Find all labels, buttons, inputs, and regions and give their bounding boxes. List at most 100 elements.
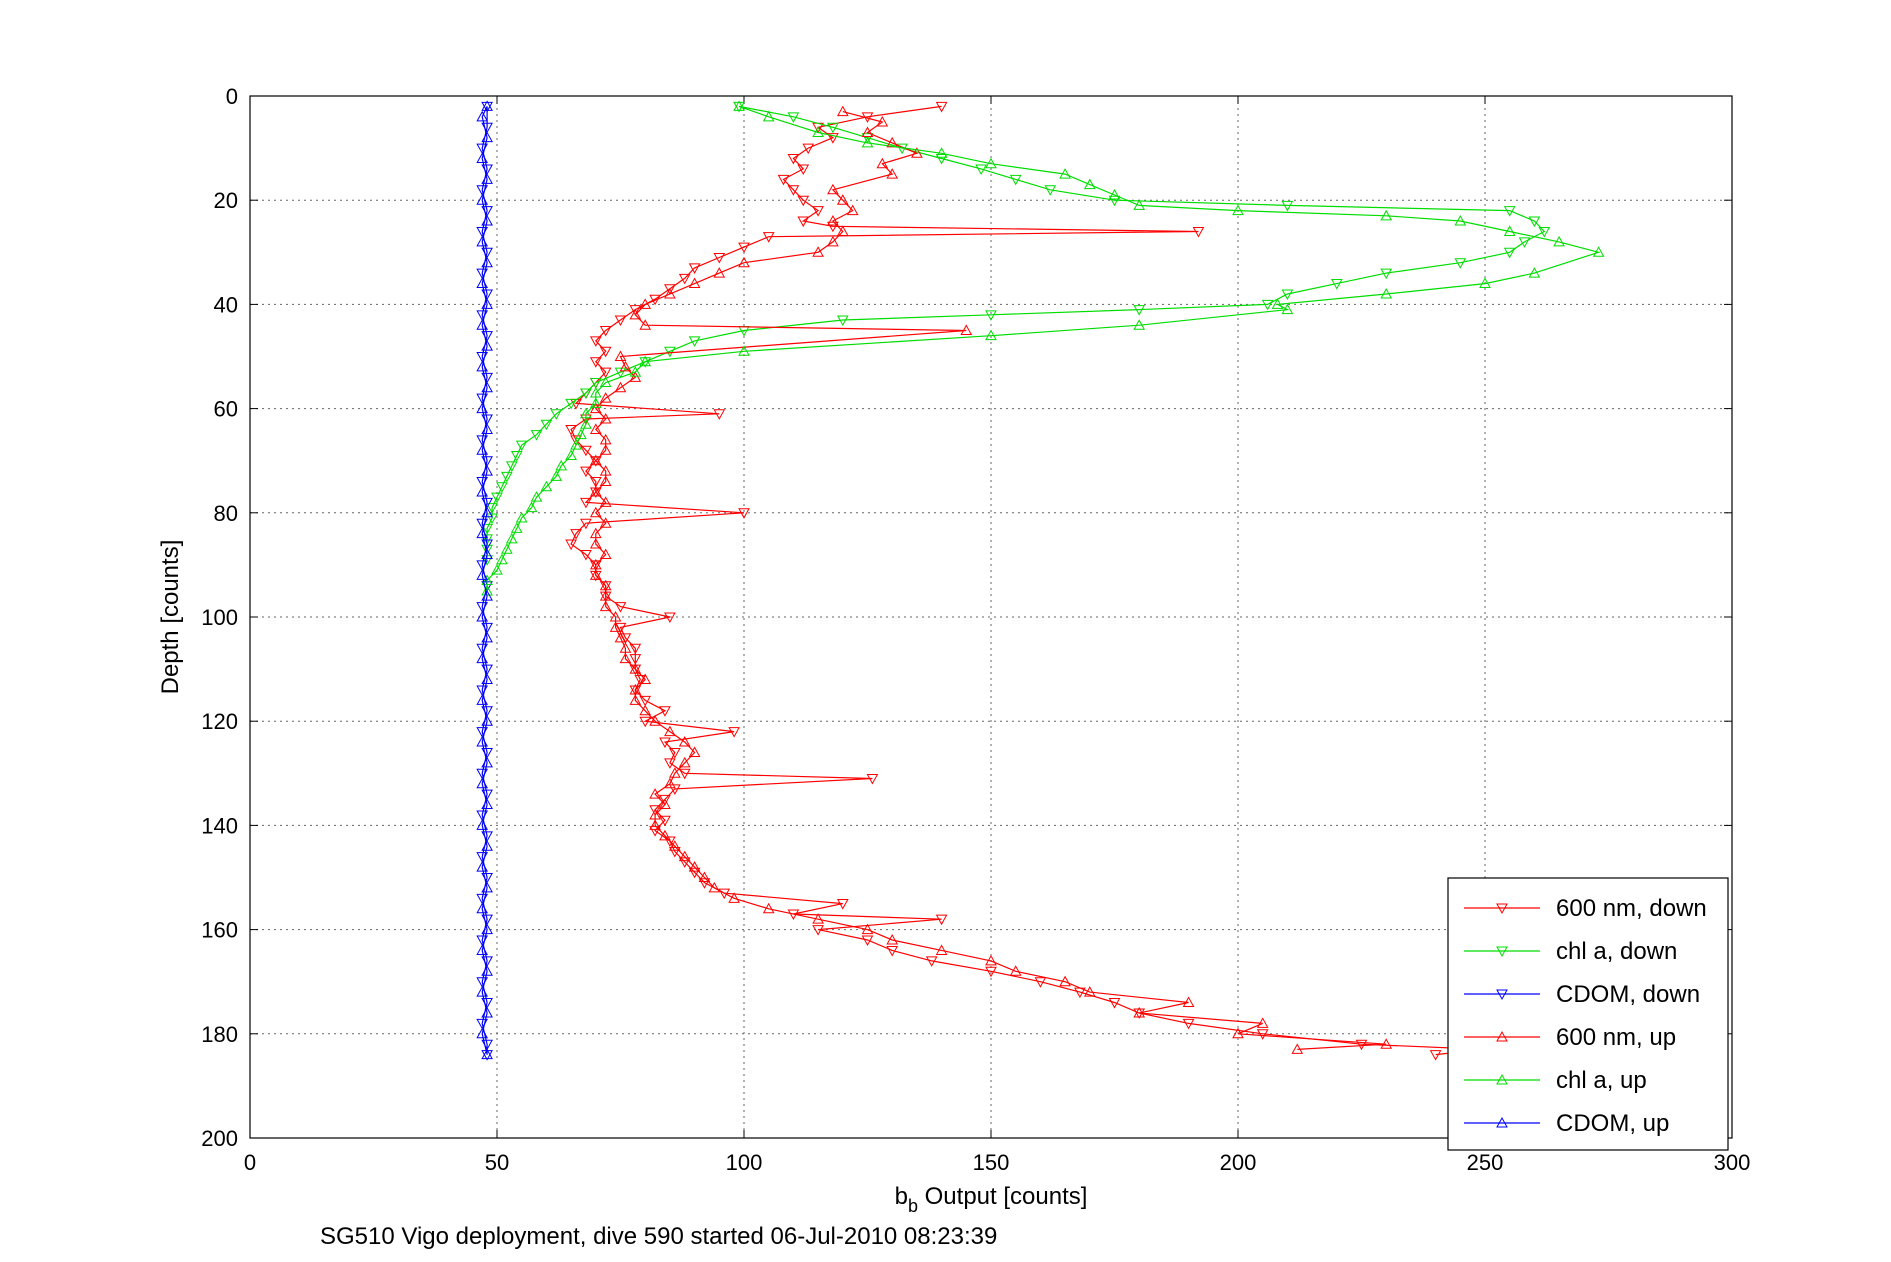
data-point-cdom-up [481, 673, 493, 685]
series-600-nm-up [589, 105, 1393, 1054]
data-point-600-nm-down [580, 497, 592, 509]
data-point-600-nm-up [649, 819, 661, 830]
data-point-600-nm-up [639, 704, 652, 716]
data-point-600-nm-down [629, 654, 642, 665]
data-point-chl-a-down [975, 164, 987, 175]
data-point-chl-a-down [1503, 247, 1516, 259]
data-point-chl-a-up [496, 553, 508, 565]
data-point-chl-a-up [1479, 277, 1491, 289]
data-point-chl-a-up [1454, 215, 1467, 226]
data-point-chl-a-down [589, 378, 602, 389]
data-point-chl-a-down [614, 367, 627, 379]
data-point-600-nm-down [787, 154, 800, 165]
data-point-chl-a-up [1133, 199, 1146, 210]
data-point-chl-a-down [1108, 195, 1121, 207]
data-point-600-nm-down [1256, 1029, 1269, 1040]
data-point-600-nm-down [614, 622, 627, 634]
data-point-chl-a-up [501, 543, 513, 554]
data-point-600-nm-up [985, 954, 997, 966]
data-point-cdom-up [476, 527, 489, 539]
data-point-chl-a-down [1133, 305, 1146, 316]
data-point-600-nm-up [659, 798, 671, 810]
data-point-600-nm-up [599, 475, 612, 487]
data-point-chl-a-up [985, 329, 997, 341]
data-point-chl-a-up [629, 366, 642, 377]
data-point-chl-a-down [1281, 200, 1294, 212]
data-point-chl-a-up [589, 397, 602, 408]
data-point-chl-a-up [1271, 298, 1284, 309]
data-point-600-nm-up [1232, 1027, 1244, 1039]
data-point-600-nm-down [599, 367, 612, 379]
data-point-600-nm-up [599, 444, 612, 455]
data-point-chl-a-up [555, 459, 568, 471]
data-point-600-nm-up [836, 194, 849, 205]
data-point-600-nm-up [728, 892, 740, 903]
data-point-600-nm-up [713, 267, 726, 278]
data-point-600-nm-up [629, 683, 642, 695]
data-point-600-nm-up [599, 496, 612, 507]
data-point-600-nm-down [787, 185, 800, 196]
data-point-600-nm-up [649, 788, 661, 799]
data-point-600-nm-up [659, 829, 671, 841]
data-point-chl-a-up [812, 126, 824, 137]
data-point-600-nm-down [797, 195, 810, 207]
data-point-chl-a-up [861, 136, 874, 148]
data-point-chl-a-down [540, 419, 553, 431]
data-point-600-nm-up [1009, 965, 1022, 976]
data-point-chl-a-down [1503, 206, 1516, 217]
data-point-chl-a-up [1133, 319, 1146, 330]
data-point-600-nm-up [911, 147, 923, 158]
x-axis-label-subscript: b [908, 1196, 918, 1216]
data-point-chl-a-down [505, 461, 518, 472]
data-point-600-nm-down [1182, 1018, 1195, 1030]
data-point-cdom-up [476, 944, 489, 955]
data-point-cdom-up [481, 756, 493, 768]
y-tick-label: 80 [214, 501, 238, 526]
data-point-chl-a-down [935, 154, 948, 165]
data-point-chl-a-up [589, 386, 602, 398]
data-point-600-nm-down [589, 336, 602, 347]
data-point-chl-a-up [565, 449, 577, 460]
data-point-cdom-up [481, 840, 493, 851]
data-point-chl-a-down [530, 430, 543, 441]
data-point-chl-a-down [1528, 216, 1541, 228]
legend-label: CDOM, down [1556, 981, 1700, 1008]
data-point-600-nm-down [589, 477, 602, 488]
data-point-600-nm-down [762, 232, 775, 243]
data-point-chl-a-up [510, 522, 523, 533]
data-point-600-nm-up [678, 850, 691, 862]
data-point-600-nm-up [827, 215, 839, 226]
x-axis-label-rest: Output [counts] [918, 1183, 1087, 1210]
data-point-cdom-up [481, 1048, 493, 1060]
data-point-chl-a-up [491, 564, 503, 575]
y-tick-label: 160 [201, 918, 238, 943]
series-line-chl-a-down [486, 105, 1546, 560]
data-point-600-nm-up [846, 204, 859, 216]
data-point-chl-a-up [1281, 303, 1294, 315]
legend-entry-chl-a-up: chl a, up [1464, 1067, 1647, 1094]
data-point-600-nm-up [599, 600, 612, 612]
data-point-600-nm-up [609, 621, 622, 632]
data-point-600-nm-up [668, 767, 681, 778]
y-tick-label: 100 [201, 605, 238, 630]
data-point-600-nm-up [629, 308, 642, 320]
data-point-600-nm-up [876, 157, 889, 169]
legend-entry-600-nm-up: 600 nm, up [1464, 1024, 1676, 1051]
data-point-600-nm-up [668, 840, 681, 851]
data-point-600-nm-down [580, 518, 592, 530]
data-point-chl-a-up [1553, 235, 1565, 247]
data-point-600-nm-up [589, 527, 602, 539]
data-point-600-nm-up [688, 861, 701, 872]
data-point-600-nm-up [589, 558, 602, 570]
y-tick-label: 20 [214, 188, 238, 213]
x-axis-label: bb Output [counts] [895, 1183, 1088, 1216]
data-point-cdom-up [476, 652, 489, 664]
data-point-chl-a-down [496, 482, 508, 493]
x-tick-label: 150 [973, 1150, 1010, 1175]
data-point-600-nm-down [580, 466, 592, 478]
data-point-chl-a-down [510, 450, 523, 462]
data-point-chl-a-down [861, 133, 874, 144]
legend-swatch-marker [1496, 1073, 1508, 1085]
legend-entry-600-nm-down: 600 nm, down [1464, 895, 1707, 922]
data-point-chl-a-up [515, 511, 528, 523]
